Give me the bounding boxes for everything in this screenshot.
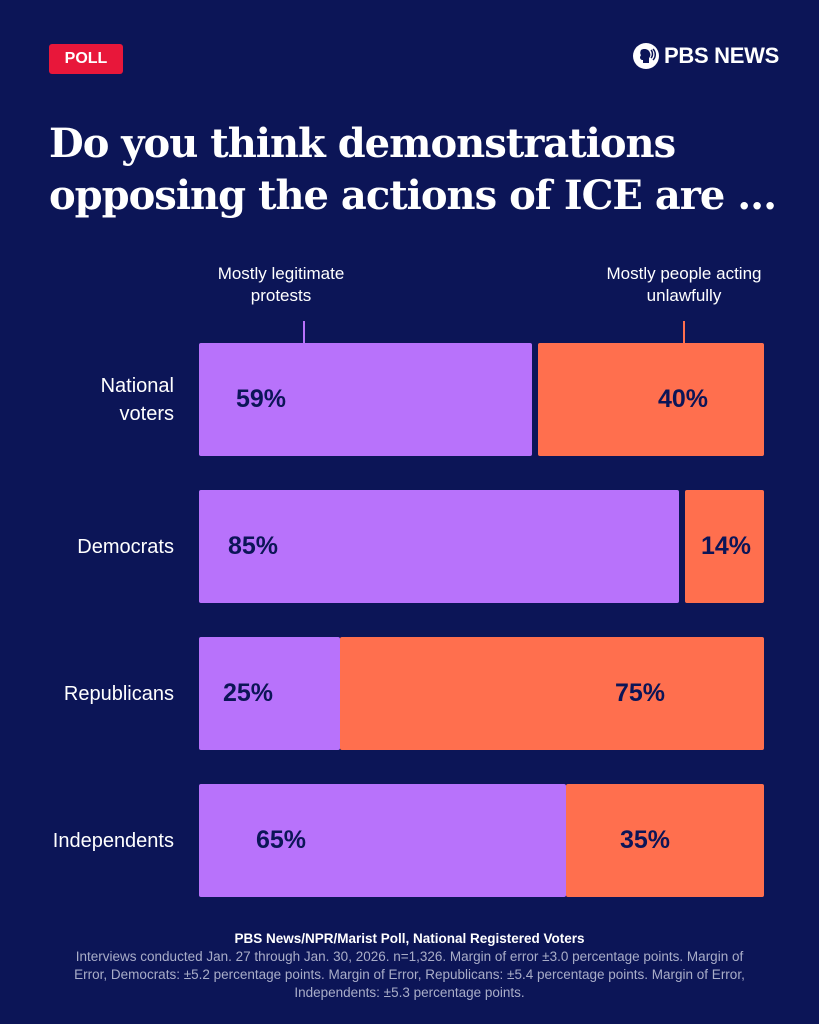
pbs-head-icon bbox=[633, 43, 659, 69]
pbs-news-logo: PBS NEWS bbox=[632, 42, 779, 70]
bar-legitimate bbox=[199, 490, 680, 603]
bar-legitimate bbox=[199, 343, 533, 456]
legend-tick-legitimate bbox=[303, 321, 305, 343]
value-label-legitimate: 59% bbox=[235, 385, 287, 413]
legend-legitimate: Mostly legitimate protests bbox=[217, 264, 345, 305]
value-label-unlawful: 75% bbox=[614, 679, 666, 707]
value-label-unlawful: 14% bbox=[700, 532, 752, 560]
legend-unlawful: Mostly people acting unlawfully bbox=[606, 264, 762, 305]
value-label-legitimate: 25% bbox=[222, 679, 274, 707]
row-label: Republicans bbox=[63, 682, 174, 705]
bar-unlawful bbox=[566, 784, 764, 897]
value-label-unlawful: 35% bbox=[619, 826, 671, 854]
value-label-unlawful: 40% bbox=[657, 385, 709, 413]
bar-legitimate bbox=[199, 784, 567, 897]
bar-unlawful bbox=[340, 637, 764, 750]
row-label: Independents bbox=[52, 829, 174, 852]
value-label-legitimate: 85% bbox=[227, 532, 279, 560]
footer: PBS News/NPR/Marist Poll, National Regis… bbox=[0, 930, 819, 1002]
bar-legitimate bbox=[199, 637, 341, 750]
value-label-legitimate: 65% bbox=[255, 826, 307, 854]
chart-title: Do you think demonstrations opposing the… bbox=[49, 120, 777, 219]
legend-tick-unlawful bbox=[683, 321, 685, 343]
footer-note: Interviews conducted Jan. 27 through Jan… bbox=[74, 949, 745, 1000]
row-label: National voters bbox=[100, 374, 174, 425]
logo-text: PBS NEWS bbox=[664, 43, 779, 68]
footer-source: PBS News/NPR/Marist Poll, National Regis… bbox=[234, 931, 585, 946]
poll-badge: POLL bbox=[49, 44, 123, 74]
row-label: Democrats bbox=[77, 535, 174, 558]
bar-unlawful bbox=[538, 343, 764, 456]
bar-unlawful bbox=[684, 490, 764, 603]
